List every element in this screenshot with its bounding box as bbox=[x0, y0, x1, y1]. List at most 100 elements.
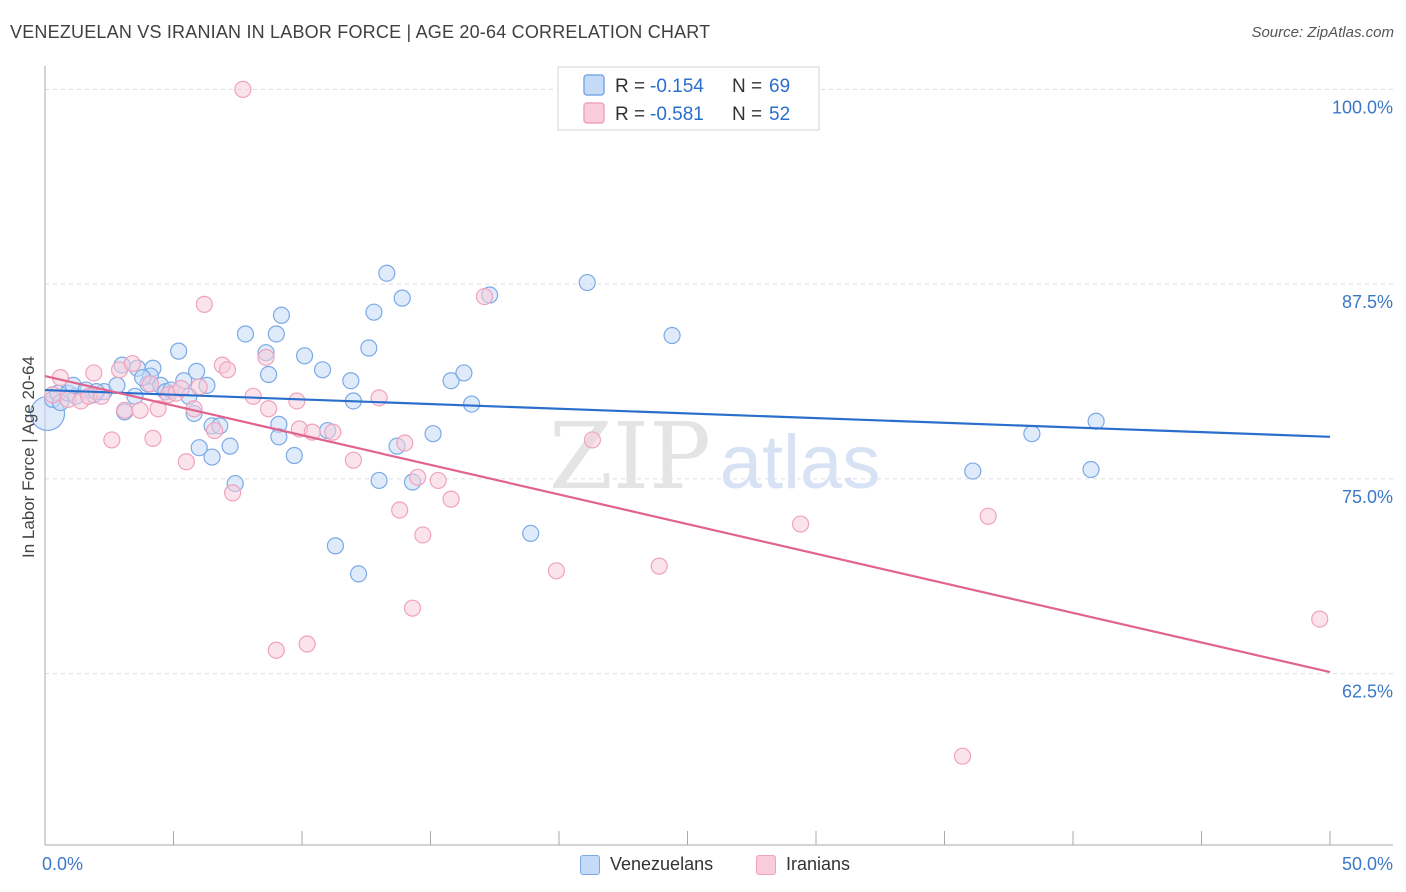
chart-title: VENEZUELAN VS IRANIAN IN LABOR FORCE | A… bbox=[10, 22, 711, 42]
point-venezuelans-56 bbox=[442, 372, 460, 390]
point-venezuelans-44 bbox=[326, 537, 345, 555]
point-iranians-17 bbox=[172, 379, 190, 398]
point-venezuelans-31 bbox=[221, 437, 239, 455]
point-venezuelans-58 bbox=[463, 395, 481, 413]
legend-n-value-1: 69 bbox=[769, 76, 790, 97]
point-iranians-50 bbox=[953, 747, 972, 765]
point-venezuelans-41 bbox=[295, 347, 314, 365]
point-venezuelans-35 bbox=[259, 365, 278, 384]
point-iranians-44 bbox=[442, 490, 460, 508]
trend-line-venezuelans bbox=[44, 388, 1331, 438]
point-iranians-20 bbox=[190, 378, 208, 396]
bottom-legend-iranians: Iranians bbox=[756, 854, 850, 875]
y-tick-labels: 100.0% 87.5% 75.0% 62.5% bbox=[1332, 97, 1393, 701]
point-venezuelans-48 bbox=[360, 339, 378, 357]
point-iranians-18 bbox=[177, 453, 195, 471]
point-venezuelans-63 bbox=[964, 462, 982, 480]
point-venezuelans-40 bbox=[285, 446, 303, 465]
point-iranians-14 bbox=[149, 400, 167, 418]
legend-swatch-iranians bbox=[583, 102, 605, 124]
point-venezuelans-60 bbox=[522, 524, 540, 543]
point-venezuelans-49 bbox=[365, 303, 383, 321]
point-venezuelans-47 bbox=[349, 565, 368, 583]
point-iranians-7 bbox=[103, 431, 121, 449]
point-iranians-25 bbox=[224, 484, 242, 502]
point-iranians-30 bbox=[267, 641, 285, 659]
point-venezuelans-64 bbox=[1023, 425, 1041, 443]
point-venezuelans-29 bbox=[203, 448, 221, 466]
point-iranians-31 bbox=[288, 392, 306, 410]
point-iranians-22 bbox=[206, 421, 224, 440]
point-iranians-24 bbox=[218, 361, 237, 379]
y-tick-label-0: 100.0% bbox=[1332, 97, 1393, 117]
source-label: Source: ZipAtlas.com bbox=[1251, 24, 1394, 41]
point-iranians-28 bbox=[257, 348, 275, 366]
point-venezuelans-62 bbox=[663, 326, 681, 345]
x-tick-label-1: 50.0% bbox=[1342, 854, 1393, 874]
point-venezuelans-45 bbox=[342, 372, 360, 390]
point-iranians-9 bbox=[116, 401, 134, 419]
y-tick-label-2: 75.0% bbox=[1342, 487, 1393, 507]
bottom-legend-label-venezuelans: Venezuelans bbox=[610, 854, 714, 874]
point-venezuelans-55 bbox=[424, 425, 442, 443]
legend-n-value-2: 52 bbox=[769, 104, 790, 125]
axes bbox=[44, 66, 1393, 846]
x-tick-labels: 0.0% 50.0% bbox=[42, 854, 1393, 874]
x-tick-label-0: 0.0% bbox=[42, 854, 83, 874]
legend-r-label-2: R = bbox=[615, 104, 645, 125]
point-venezuelans-37 bbox=[272, 306, 291, 324]
point-venezuelans-33 bbox=[236, 325, 255, 343]
point-venezuelans-36 bbox=[267, 325, 285, 343]
point-iranians-36 bbox=[344, 451, 362, 469]
point-venezuelans-57 bbox=[455, 364, 473, 382]
point-iranians-41 bbox=[409, 468, 427, 486]
point-iranians-26 bbox=[234, 80, 252, 98]
trend-line-iranians bbox=[44, 374, 1331, 674]
point-iranians-43 bbox=[429, 471, 447, 490]
watermark: ZIP atlas bbox=[549, 403, 880, 510]
point-iranians-51 bbox=[979, 507, 997, 525]
bottom-legend: Venezuelans Iranians bbox=[0, 850, 1406, 880]
legend-r-value-2: -0.581 bbox=[650, 104, 704, 125]
point-iranians-12 bbox=[141, 375, 159, 393]
bottom-legend-swatch-venezuelans bbox=[580, 854, 600, 875]
point-venezuelans-26 bbox=[188, 362, 206, 380]
point-iranians-46 bbox=[547, 562, 566, 580]
point-iranians-13 bbox=[144, 429, 162, 447]
point-iranians-38 bbox=[391, 501, 409, 519]
watermark-atlas: atlas bbox=[720, 420, 881, 505]
point-iranians-47 bbox=[583, 431, 602, 449]
legend-swatch-venezuelans bbox=[583, 74, 605, 96]
y-axis-label: In Labor Force | Age 20-64 bbox=[19, 356, 38, 558]
point-venezuelans-51 bbox=[378, 264, 396, 282]
point-venezuelans-27 bbox=[190, 439, 208, 457]
point-iranians-39 bbox=[396, 434, 414, 452]
legend-r-label-1: R = bbox=[615, 76, 645, 97]
point-iranians-49 bbox=[791, 515, 810, 533]
data-points bbox=[29, 80, 1329, 765]
point-iranians-42 bbox=[414, 526, 432, 544]
point-iranians-10 bbox=[123, 354, 141, 373]
point-venezuelans-42 bbox=[313, 361, 332, 379]
point-iranians-11 bbox=[131, 401, 149, 419]
bottom-legend-label-iranians: Iranians bbox=[786, 854, 851, 874]
y-tick-label-1: 87.5% bbox=[1342, 292, 1393, 312]
point-iranians-40 bbox=[403, 599, 422, 617]
point-venezuelans-61 bbox=[578, 273, 596, 292]
point-iranians-21 bbox=[195, 295, 213, 313]
watermark-zip: ZIP bbox=[549, 403, 711, 510]
trend-lines bbox=[44, 374, 1331, 674]
legend-n-label-1: N = bbox=[732, 76, 762, 97]
grid-lines bbox=[45, 88, 1393, 675]
point-iranians-48 bbox=[650, 557, 668, 575]
legend-r-value-1: -0.154 bbox=[650, 76, 704, 97]
legend: R = -0.154 N = 69 R = -0.581 N = 52 bbox=[557, 66, 820, 131]
bottom-legend-swatch-iranians bbox=[756, 854, 776, 875]
point-iranians-27 bbox=[244, 387, 262, 405]
point-venezuelans-66 bbox=[1087, 412, 1105, 430]
legend-n-label-2: N = bbox=[732, 104, 762, 125]
point-iranians-29 bbox=[259, 400, 278, 418]
point-iranians-33 bbox=[298, 635, 316, 653]
point-iranians-52 bbox=[1311, 610, 1329, 628]
